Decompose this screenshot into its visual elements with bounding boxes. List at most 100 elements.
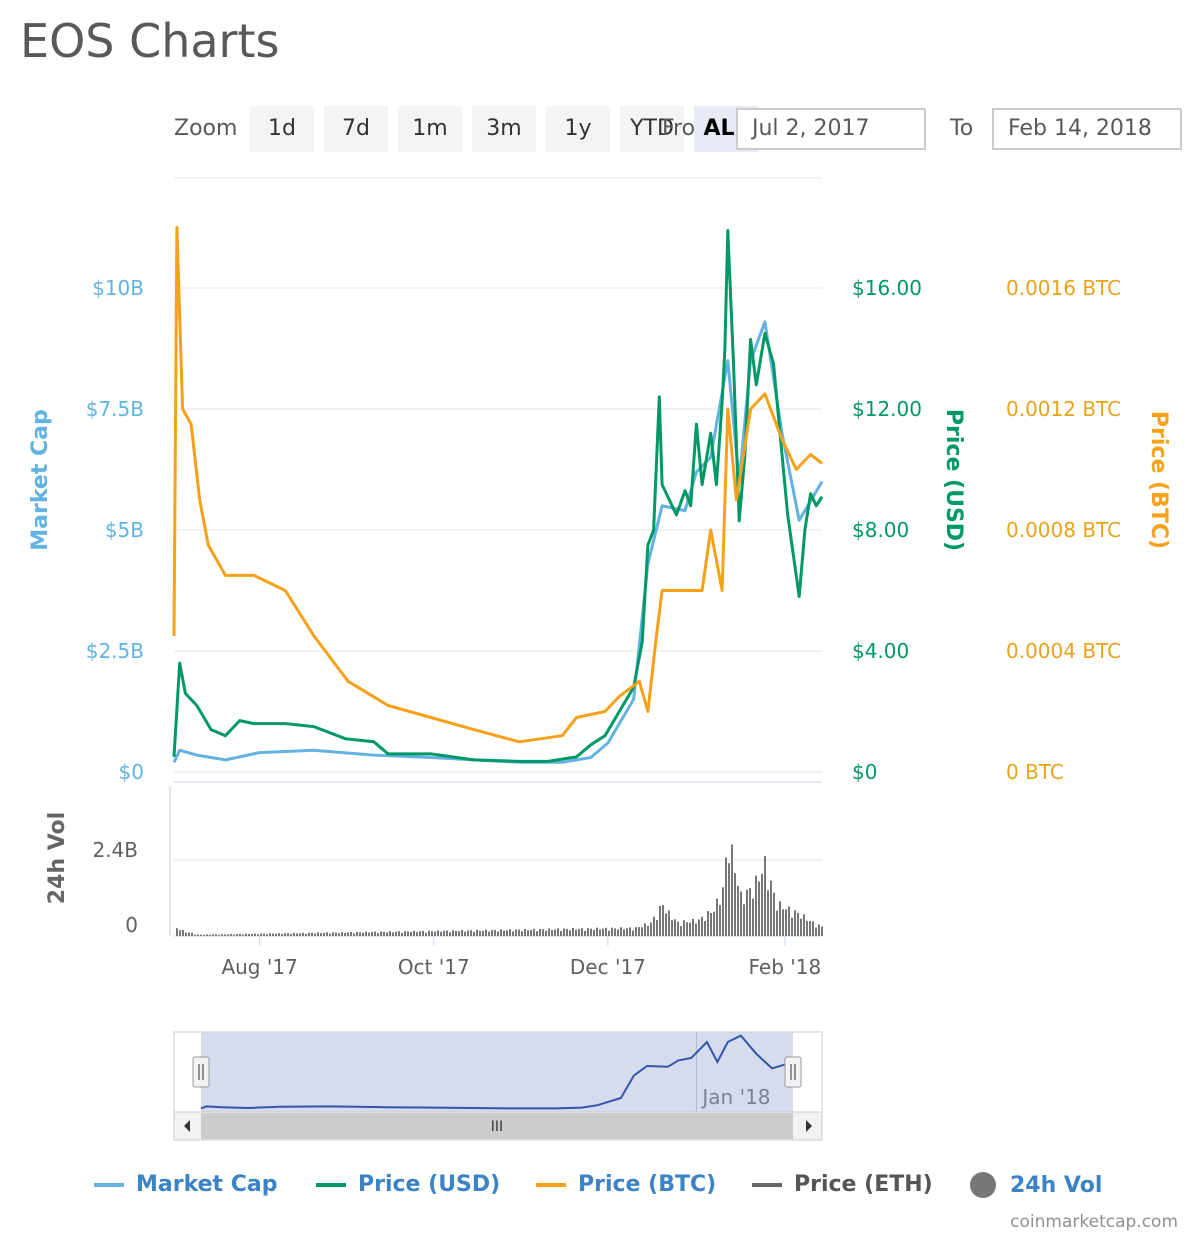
volume-column <box>269 933 271 936</box>
legend-item[interactable]: 24h Vol <box>970 1172 1102 1198</box>
volume-column <box>722 887 724 936</box>
market-cap-tick-label: $0 <box>119 760 144 784</box>
volume-column <box>254 933 256 936</box>
volume-column <box>245 933 247 936</box>
volume-column <box>392 932 394 936</box>
price-btc-tick-label: 0 BTC <box>1006 760 1064 784</box>
scroll-left-arrow-icon[interactable] <box>184 1120 190 1132</box>
price-btc-tick-label: 0.0008 BTC <box>1006 518 1121 542</box>
volume-column <box>503 930 505 936</box>
volume-column <box>218 934 220 936</box>
volume-column <box>389 931 391 936</box>
volume-column <box>812 921 814 936</box>
volume-column <box>755 875 757 936</box>
volume-column <box>647 925 649 936</box>
legend-item[interactable]: Price (ETH) <box>752 1172 933 1197</box>
volume-column <box>704 920 706 936</box>
volume-column <box>746 889 748 936</box>
legend-label: Price (ETH) <box>794 1172 933 1197</box>
price-usd-line <box>172 229 824 763</box>
volume-column <box>260 933 262 936</box>
volume-column <box>398 931 400 936</box>
zoom-3m-button[interactable]: 3m <box>472 106 536 152</box>
volume-column <box>302 932 304 936</box>
volume-column <box>650 922 652 936</box>
volume-column <box>686 922 688 936</box>
x-tick-label: Oct '17 <box>398 955 470 979</box>
zoom-1y-button[interactable]: 1y <box>546 106 610 152</box>
volume-column <box>407 931 409 936</box>
volume-column <box>497 931 499 936</box>
volume-column <box>296 933 298 936</box>
volume-column <box>683 920 685 936</box>
x-tick-label: Aug '17 <box>221 955 297 979</box>
volume-column <box>317 932 319 936</box>
to-date-input[interactable]: Feb 14, 2018 <box>992 108 1182 150</box>
zoom-1d-button[interactable]: 1d <box>250 106 314 152</box>
volume-column <box>293 932 295 936</box>
zoom-ytd-button[interactable]: YTD <box>620 106 684 152</box>
price-usd-tick-label: $16.00 <box>852 276 922 300</box>
volume-column <box>731 844 733 936</box>
zoom-1m-button[interactable]: 1m <box>398 106 462 152</box>
volume-column <box>611 927 613 936</box>
volume-column <box>437 930 439 936</box>
volume-column <box>248 934 250 936</box>
volume-column <box>545 930 547 936</box>
volume-column <box>596 927 598 936</box>
volume-column <box>434 931 436 936</box>
from-date-input[interactable]: Jul 2, 2017 <box>736 108 926 150</box>
volume-column <box>800 918 802 936</box>
zoom-label: Zoom <box>174 116 238 141</box>
volume-column <box>176 928 178 936</box>
volume-column <box>377 933 379 936</box>
legend-item[interactable]: Market Cap <box>94 1172 277 1197</box>
volume-column <box>338 933 340 936</box>
volume-column <box>491 929 493 936</box>
volume-column <box>425 932 427 936</box>
volume-column <box>359 932 361 936</box>
volume-column <box>770 880 772 936</box>
volume-column <box>485 929 487 936</box>
volume-column <box>215 934 217 936</box>
volume-column <box>536 931 538 936</box>
legend-item[interactable]: Price (USD) <box>316 1172 500 1197</box>
volume-column <box>533 928 535 936</box>
volume-column <box>521 931 523 936</box>
market-cap-axis-title: Market Cap <box>28 409 53 550</box>
volume-column <box>446 930 448 936</box>
market-cap-tick-label: $2.5B <box>86 639 144 663</box>
volume-column <box>539 929 541 936</box>
volume-column <box>209 934 211 936</box>
market-cap-tick-label: $7.5B <box>86 397 144 421</box>
volume-column <box>671 920 673 936</box>
volume-column <box>779 901 781 936</box>
volume-column <box>677 921 679 936</box>
navigator-left-handle[interactable] <box>192 1056 210 1088</box>
volume-column <box>221 934 223 936</box>
volume-column <box>305 933 307 936</box>
volume-column <box>275 933 277 936</box>
volume-column <box>710 912 712 936</box>
volume-column <box>395 931 397 936</box>
price-usd-axis-title: Price (USD) <box>941 409 966 551</box>
volume-column <box>728 863 730 936</box>
volume-column <box>575 929 577 936</box>
volume-column <box>266 934 268 936</box>
scroll-right-arrow-icon[interactable] <box>806 1120 812 1132</box>
volume-column <box>713 911 715 936</box>
volume-column <box>257 934 259 936</box>
volume-column <box>719 905 721 936</box>
volume-column <box>524 928 526 936</box>
navigator-right-handle[interactable] <box>784 1056 802 1088</box>
zoom-7d-button[interactable]: 7d <box>324 106 388 152</box>
volume-column <box>707 911 709 936</box>
volume-column <box>506 930 508 936</box>
volume-column <box>515 929 517 936</box>
volume-column <box>773 892 775 936</box>
volume-column <box>554 929 556 936</box>
volume-column <box>206 934 208 936</box>
volume-column <box>311 932 313 936</box>
legend-item[interactable]: Price (BTC) <box>536 1172 716 1197</box>
scrollbar-thumb[interactable] <box>201 1113 793 1139</box>
